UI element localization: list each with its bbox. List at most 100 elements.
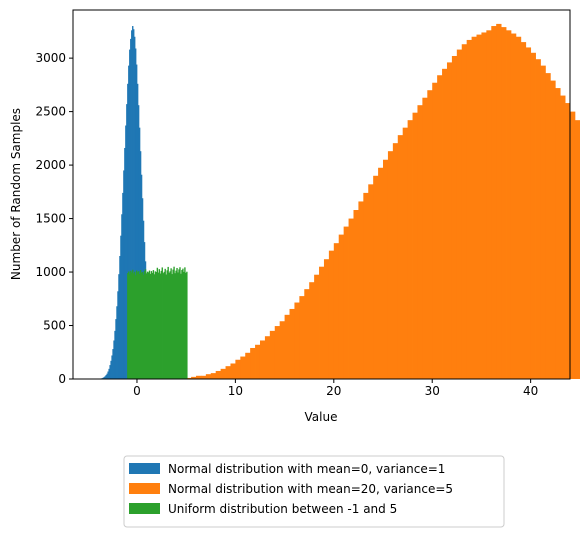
histogram-bar bbox=[196, 375, 202, 379]
histogram-bar bbox=[135, 270, 138, 379]
histogram-bar bbox=[427, 90, 433, 379]
histogram-bar bbox=[368, 184, 374, 379]
histogram-bar bbox=[173, 266, 175, 379]
histogram-bar bbox=[174, 273, 176, 379]
histogram-bar bbox=[250, 347, 256, 379]
histogram-bar bbox=[461, 44, 468, 380]
histogram-bar bbox=[124, 147, 126, 379]
histogram-bar bbox=[134, 271, 136, 379]
histogram-bar bbox=[131, 30, 133, 379]
histogram-bar bbox=[191, 376, 197, 379]
x-tick-label: 40 bbox=[523, 384, 538, 398]
y-tick-label: 1000 bbox=[35, 265, 66, 279]
legend-label: Normal distribution with mean=0, varianc… bbox=[168, 462, 445, 476]
histogram-bars bbox=[97, 23, 580, 380]
histogram-bar bbox=[131, 272, 133, 379]
histogram-bar bbox=[150, 271, 153, 379]
histogram-bar bbox=[151, 272, 154, 379]
histogram-bar bbox=[136, 272, 139, 379]
histogram-bar bbox=[143, 270, 146, 379]
histogram-bar bbox=[220, 368, 226, 379]
histogram-bar bbox=[402, 127, 409, 379]
y-tick-label: 2000 bbox=[35, 158, 66, 172]
histogram-bar bbox=[274, 326, 281, 379]
histogram-bar bbox=[186, 271, 188, 379]
histogram-bar bbox=[137, 105, 140, 379]
histogram-bar bbox=[170, 268, 172, 379]
histogram-bar bbox=[456, 49, 463, 379]
histogram-bar bbox=[486, 30, 492, 379]
histogram-bar bbox=[481, 32, 487, 379]
histogram-bar bbox=[136, 83, 139, 380]
histogram-bar bbox=[129, 49, 131, 379]
histogram-bar bbox=[161, 267, 163, 379]
histogram-bar bbox=[309, 282, 315, 379]
histogram-bar bbox=[126, 104, 128, 380]
legend-swatch bbox=[129, 483, 160, 494]
histogram-bar bbox=[407, 120, 413, 379]
histogram-bar bbox=[387, 151, 394, 379]
histogram-bar bbox=[412, 112, 418, 380]
histogram-bar bbox=[235, 359, 241, 379]
histogram-bar bbox=[520, 42, 527, 380]
histogram-bar bbox=[565, 103, 571, 379]
histogram-bar bbox=[230, 363, 236, 379]
histogram-bar bbox=[304, 289, 310, 379]
histogram-bar bbox=[117, 291, 119, 379]
histogram-bar bbox=[437, 75, 443, 380]
histogram-bar bbox=[120, 235, 122, 379]
histogram-bar bbox=[215, 370, 222, 379]
histogram-bar bbox=[289, 308, 295, 379]
histogram-bar bbox=[560, 95, 566, 379]
histogram-bar bbox=[113, 340, 115, 379]
histogram-bar bbox=[109, 365, 111, 379]
legend-swatch bbox=[129, 463, 160, 474]
histogram-bar bbox=[138, 273, 141, 379]
histogram-bar bbox=[515, 36, 522, 379]
histogram-bar bbox=[140, 272, 143, 379]
histogram-bar bbox=[132, 269, 134, 379]
histogram-bar bbox=[555, 88, 561, 380]
histogram-bar bbox=[343, 226, 349, 379]
histogram-bar bbox=[132, 26, 134, 379]
histogram-bar bbox=[466, 39, 472, 380]
histogram-bar bbox=[269, 330, 276, 379]
histogram-bar bbox=[545, 73, 551, 380]
histogram-bar bbox=[171, 274, 173, 379]
histogram-bar bbox=[139, 151, 142, 379]
histogram-bar bbox=[328, 250, 335, 379]
legend-box bbox=[123, 455, 505, 528]
histogram-bar bbox=[392, 143, 399, 379]
y-axis-label: Number of Random Samples bbox=[9, 108, 23, 280]
x-axis-label: Value bbox=[305, 410, 338, 424]
histogram-bar bbox=[135, 275, 137, 379]
histogram-bar bbox=[442, 68, 448, 380]
histogram-bar bbox=[491, 26, 497, 379]
histogram-bar bbox=[145, 273, 148, 379]
histogram-bar bbox=[176, 267, 178, 379]
histogram-bar bbox=[172, 269, 174, 379]
histogram-bar bbox=[105, 375, 107, 379]
histogram-bar bbox=[397, 135, 404, 379]
histogram-bar bbox=[353, 210, 359, 379]
histogram-bar bbox=[119, 256, 121, 379]
histogram-bar bbox=[200, 375, 207, 379]
legend-swatch bbox=[129, 503, 160, 514]
histogram-bar bbox=[182, 268, 184, 379]
histogram-bar bbox=[160, 270, 162, 379]
histogram-bar bbox=[496, 23, 502, 379]
histogram-bar bbox=[156, 267, 159, 379]
x-tick-label: 20 bbox=[326, 384, 341, 398]
histogram-bar bbox=[279, 321, 285, 379]
x-tick-label: 30 bbox=[425, 384, 440, 398]
y-tick-label: 3000 bbox=[35, 51, 66, 65]
histogram-bar bbox=[358, 201, 364, 379]
histogram-bar bbox=[186, 377, 192, 379]
histogram-bar bbox=[167, 266, 169, 379]
histogram-bar bbox=[139, 270, 142, 379]
histogram-bar bbox=[144, 269, 147, 379]
histogram-bar bbox=[225, 366, 231, 379]
histogram-bar bbox=[570, 111, 576, 379]
y-tick-label: 0 bbox=[58, 372, 66, 386]
histogram-bar bbox=[471, 36, 477, 379]
